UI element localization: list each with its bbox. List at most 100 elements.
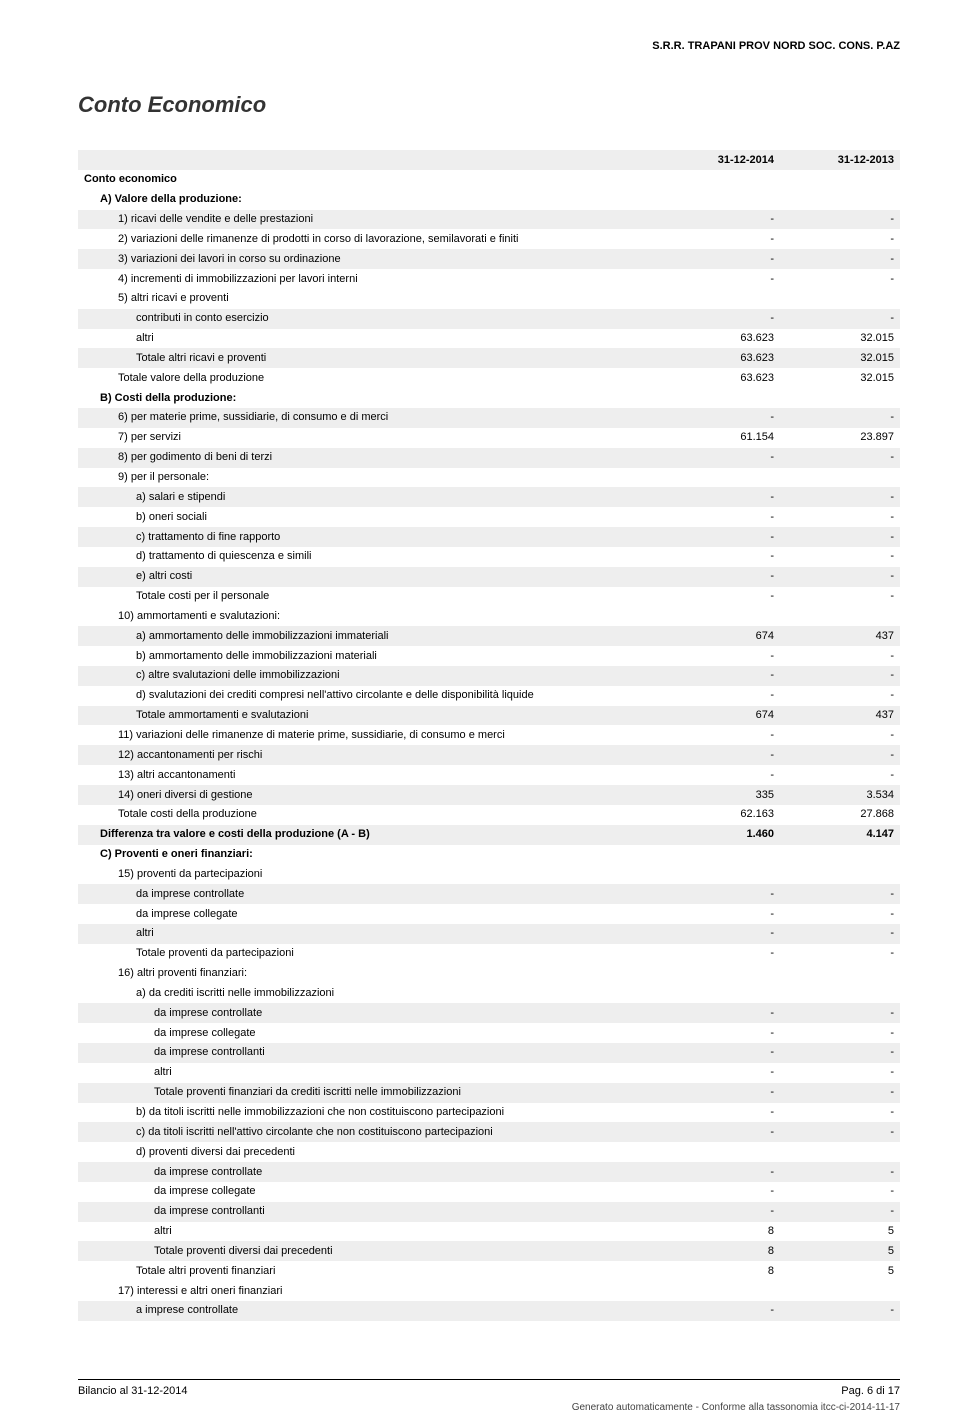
row-label: Totale ammortamenti e svalutazioni (78, 706, 660, 726)
row-label: 11) variazioni delle rimanenze di materi… (78, 725, 660, 745)
row-value-2 (780, 190, 900, 210)
row-value-1: - (660, 1083, 780, 1103)
table-row: 6) per materie prime, sussidiarie, di co… (78, 408, 900, 428)
table-row: altri85 (78, 1222, 900, 1242)
row-value-1: - (660, 448, 780, 468)
row-value-2: - (780, 1162, 900, 1182)
row-value-1: 8 (660, 1222, 780, 1242)
table-row: 2) variazioni delle rimanenze di prodott… (78, 229, 900, 249)
table-row: 10) ammortamenti e svalutazioni: (78, 606, 900, 626)
row-value-1: - (660, 487, 780, 507)
row-value-2 (780, 388, 900, 408)
row-value-2: - (780, 924, 900, 944)
row-value-1: - (660, 1003, 780, 1023)
row-label: b) oneri sociali (78, 507, 660, 527)
row-value-2: 32.015 (780, 368, 900, 388)
row-label: Totale altri ricavi e proventi (78, 348, 660, 368)
row-value-2 (780, 289, 900, 309)
row-label: 4) incrementi di immobilizzazioni per la… (78, 269, 660, 289)
row-label: Totale valore della produzione (78, 368, 660, 388)
page-title: Conto Economico (78, 92, 900, 118)
row-value-2: - (780, 1122, 900, 1142)
row-value-2: - (780, 1301, 900, 1321)
table-row: 13) altri accantonamenti-- (78, 765, 900, 785)
row-label: a imprese controllate (78, 1301, 660, 1321)
row-value-1: - (660, 1103, 780, 1123)
table-row: 17) interessi e altri oneri finanziari (78, 1281, 900, 1301)
table-row: altri-- (78, 1063, 900, 1083)
table-row: da imprese collegate-- (78, 1182, 900, 1202)
row-value-1: 674 (660, 626, 780, 646)
row-value-1: - (660, 507, 780, 527)
row-label: altri (78, 329, 660, 349)
row-value-1: - (660, 587, 780, 607)
row-label: 5) altri ricavi e proventi (78, 289, 660, 309)
row-label: B) Costi della produzione: (78, 388, 660, 408)
table-row: c) da titoli iscritti nell'attivo circol… (78, 1122, 900, 1142)
row-value-1: - (660, 686, 780, 706)
table-row: altri63.62332.015 (78, 329, 900, 349)
row-label: 1) ricavi delle vendite e delle prestazi… (78, 210, 660, 230)
table-row: a) salari e stipendi-- (78, 487, 900, 507)
table-row: da imprese controllate-- (78, 884, 900, 904)
row-label: da imprese controllanti (78, 1202, 660, 1222)
row-label: altri (78, 924, 660, 944)
table-row: 12) accantonamenti per rischi-- (78, 745, 900, 765)
row-value-2: - (780, 1182, 900, 1202)
row-value-1: - (660, 547, 780, 567)
table-row: a) ammortamento delle immobilizzazioni i… (78, 626, 900, 646)
row-value-2: - (780, 1003, 900, 1023)
row-value-2: 5 (780, 1261, 900, 1281)
row-value-1: 8 (660, 1261, 780, 1281)
table-row: e) altri costi-- (78, 567, 900, 587)
table-row: 8) per godimento di beni di terzi-- (78, 448, 900, 468)
header-company-name: S.R.R. TRAPANI PROV NORD SOC. CONS. P.AZ (78, 40, 900, 52)
row-label: 17) interessi e altri oneri finanziari (78, 1281, 660, 1301)
row-value-2: - (780, 229, 900, 249)
row-label: c) trattamento di fine rapporto (78, 527, 660, 547)
row-label: Differenza tra valore e costi della prod… (78, 825, 660, 845)
row-label: Conto economico (78, 170, 660, 190)
row-value-1: - (660, 309, 780, 329)
table-row: 5) altri ricavi e proventi (78, 289, 900, 309)
row-label: da imprese collegate (78, 904, 660, 924)
table-row: Totale costi per il personale-- (78, 587, 900, 607)
row-value-2: - (780, 666, 900, 686)
row-value-2: - (780, 269, 900, 289)
footer-left: Bilancio al 31-12-2014 (78, 1385, 187, 1397)
row-value-2 (780, 983, 900, 1003)
row-label: contributi in conto esercizio (78, 309, 660, 329)
row-label: d) trattamento di quiescenza e simili (78, 547, 660, 567)
row-value-1: - (660, 269, 780, 289)
row-label: Totale proventi finanziari da crediti is… (78, 1083, 660, 1103)
table-row: Totale costi della produzione62.16327.86… (78, 805, 900, 825)
row-value-2: 3.534 (780, 785, 900, 805)
table-row: b) da titoli iscritti nelle immobilizzaz… (78, 1103, 900, 1123)
table-row: 3) variazioni dei lavori in corso su ord… (78, 249, 900, 269)
table-row: 1) ricavi delle vendite e delle prestazi… (78, 210, 900, 230)
row-label: 10) ammortamenti e svalutazioni: (78, 606, 660, 626)
row-label: b) da titoli iscritti nelle immobilizzaz… (78, 1103, 660, 1123)
row-value-2 (780, 606, 900, 626)
row-value-1: - (660, 745, 780, 765)
income-statement-table: 31-12-2014 31-12-2013 Conto economicoA) … (78, 150, 900, 1321)
table-row: d) svalutazioni dei crediti compresi nel… (78, 686, 900, 706)
row-label: Totale proventi diversi dai precedenti (78, 1241, 660, 1261)
row-value-1: 63.623 (660, 368, 780, 388)
row-value-1: - (660, 1043, 780, 1063)
table-row: b) ammortamento delle immobilizzazioni m… (78, 646, 900, 666)
row-value-1: 674 (660, 706, 780, 726)
table-row: Differenza tra valore e costi della prod… (78, 825, 900, 845)
row-value-1: - (660, 1122, 780, 1142)
row-value-2: - (780, 567, 900, 587)
row-label: 14) oneri diversi di gestione (78, 785, 660, 805)
row-value-2: - (780, 904, 900, 924)
row-value-2: 5 (780, 1222, 900, 1242)
table-row: 15) proventi da partecipazioni (78, 864, 900, 884)
row-value-1: - (660, 567, 780, 587)
table-row: a imprese controllate-- (78, 1301, 900, 1321)
row-value-2: - (780, 725, 900, 745)
table-row: a) da crediti iscritti nelle immobilizza… (78, 983, 900, 1003)
row-value-1: 63.623 (660, 348, 780, 368)
row-label: 6) per materie prime, sussidiarie, di co… (78, 408, 660, 428)
